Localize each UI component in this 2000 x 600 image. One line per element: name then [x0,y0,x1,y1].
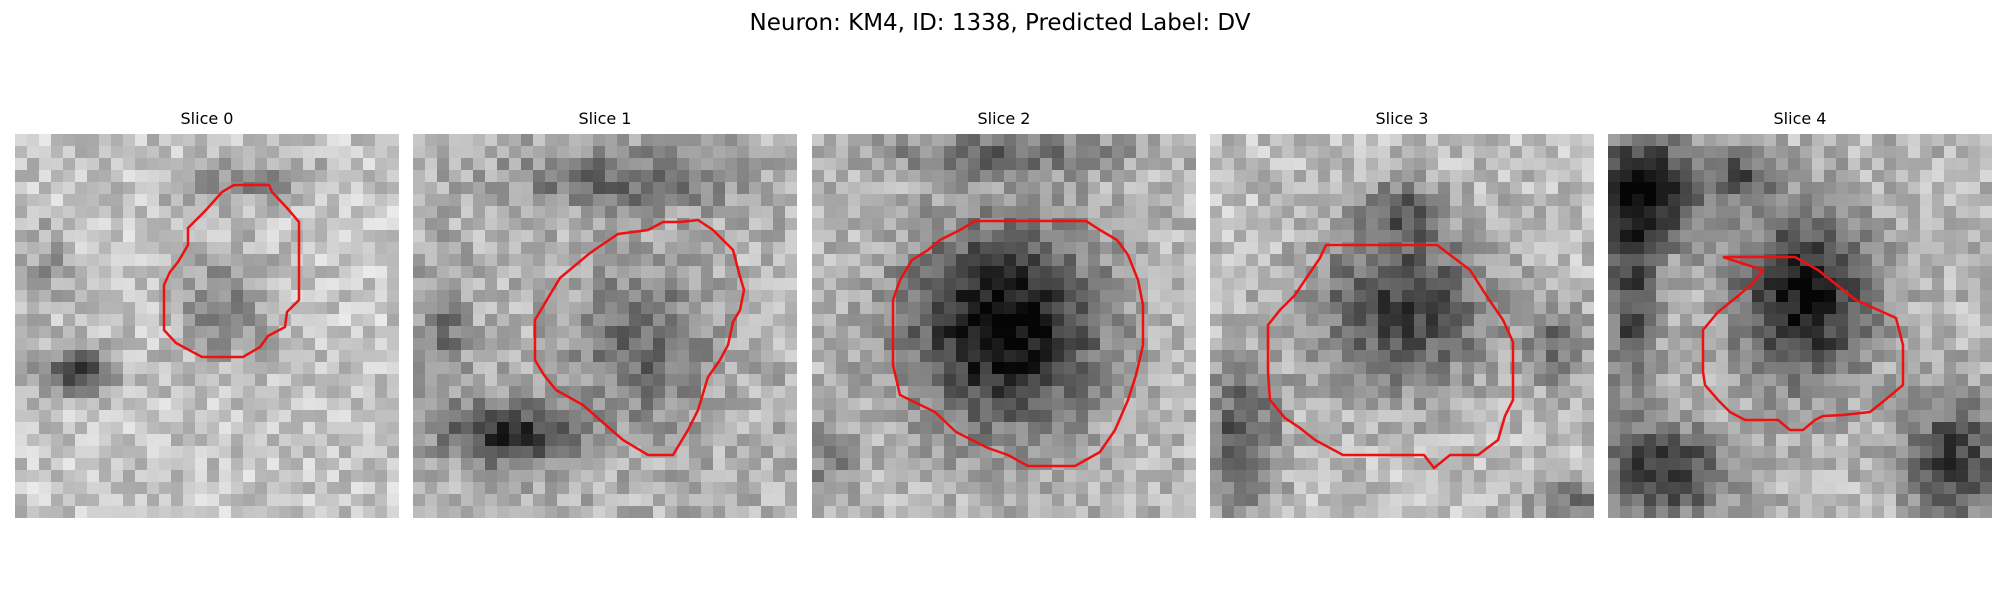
slice-image [812,134,1196,518]
figure-title: Neuron: KM4, ID: 1338, Predicted Label: … [749,10,1251,36]
slice-panel-2: Slice 2 [812,108,1196,518]
slice-title: Slice 4 [1773,109,1827,128]
slice-image [413,134,797,518]
slice-panel-0: Slice 0 [15,108,399,518]
slice-title: Slice 2 [977,109,1031,128]
slice-panel-4: Slice 4 [1608,108,1992,518]
slice-title: Slice 3 [1375,109,1429,128]
slice-image [15,134,399,518]
slice-title: Slice 0 [180,109,234,128]
slice-image [1210,134,1594,518]
grayscale-microscopy-slice [15,134,399,518]
grayscale-microscopy-slice [1608,134,1992,518]
slice-title: Slice 1 [578,109,632,128]
slice-panel-3: Slice 3 [1210,108,1594,518]
grayscale-microscopy-slice [812,134,1196,518]
slice-panel-1: Slice 1 [413,108,797,518]
grayscale-microscopy-slice [1210,134,1594,518]
slice-image [1608,134,1992,518]
grayscale-microscopy-slice [413,134,797,518]
